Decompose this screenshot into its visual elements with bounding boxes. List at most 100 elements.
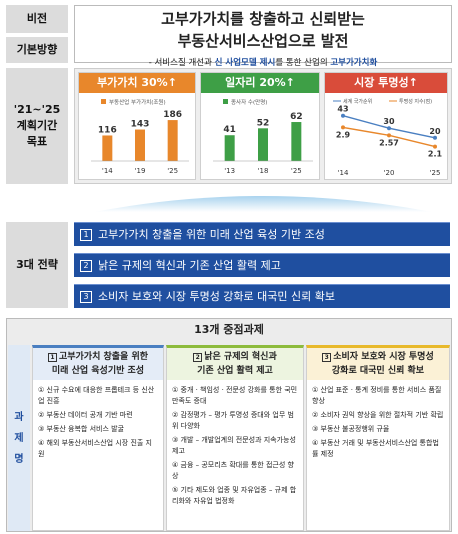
tick-label: '13 (224, 167, 235, 175)
task-column-1-number: 1 (47, 353, 57, 362)
tick-label: '19 (135, 167, 146, 175)
bar (167, 120, 178, 161)
value-added-chart: 부동산업 부가가치(조원) 116 '14 143 '19 186 '25 (91, 98, 189, 175)
tick-label: '14 (338, 169, 349, 177)
vision-label: 비전 (6, 5, 68, 33)
goal-panel-transparency: 시장 투명성↑ 세계 국가순위 투명성 지수(점) 43 30 20 2.9 2.57 2.1… (324, 72, 448, 180)
goal-panel-jobs: 일자리 20%↑ 종사자 수(만명) 41 '13 52 '18 62 '25 (200, 72, 320, 180)
data-label: 20 (429, 127, 441, 136)
vision-line1: 고부가가치를 창출하고 신뢰받는 (161, 10, 365, 28)
task-column-3-number: 3 (322, 353, 332, 362)
strategy-1-text: 고부가가치 창출을 위한 미래 산업 육성 기반 조성 (98, 228, 325, 241)
tick-label: '25 (291, 167, 302, 175)
strategy-label: 3대 전략 (6, 222, 68, 308)
task-item: ④ 해외 부동산서비스산업 시장 진출 지원 (38, 439, 153, 458)
data-label: 186 (163, 110, 182, 120)
data-point (387, 133, 391, 138)
plan-period-line1: '21~'25 (13, 103, 61, 117)
task-item: ⑤ 기타 제도와 업종 및 자유업종 – 규제 합리화와 자유업 법정화 (172, 486, 297, 505)
goal-title-jobs: 일자리 20%↑ (201, 73, 319, 93)
bar (135, 129, 145, 161)
tick-label: '18 (258, 167, 269, 175)
legend-swatch (101, 99, 106, 104)
bar (258, 128, 268, 161)
tick-label: '20 (384, 169, 395, 177)
legend-label: 종사자 수(만명) (231, 98, 267, 106)
strategy-2-number: 2 (80, 260, 92, 272)
goal-title-transparency: 시장 투명성↑ (325, 73, 447, 93)
tasks-label-char-1: 과 (14, 411, 24, 423)
tick-label: '14 (102, 167, 113, 175)
data-label: 43 (337, 105, 348, 114)
data-label: 2.9 (336, 130, 351, 139)
task-item: ③ 부동산 융복합 서비스 발굴 (38, 425, 125, 433)
data-label: 62 (290, 112, 303, 122)
data-label: 30 (383, 117, 395, 126)
data-label: 116 (98, 125, 117, 135)
plan-period-line2: 계획기간 (16, 119, 58, 133)
data-point (341, 125, 345, 130)
task-item: ③ 개발 – 개발업계의 전문성과 지속가능성 제고 (172, 436, 296, 455)
goal-panel-value-added: 부가가치 30%↑ 부동산업 부가가치(조원) 116 '14 143 '19 186 '2… (78, 72, 196, 180)
vision-box: 고부가가치를 창출하고 신뢰받는 부동산서비스산업으로 발전 - 서비스질 개선… (74, 5, 452, 68)
task-column-2-list: ① 중개 · 책임성 · 전문성 강화를 통한 국민 만족도 증대 ② 감정평가… (167, 380, 303, 507)
direction-label: 기본방향 (6, 37, 68, 63)
task-column-3-head1: 소비자 보호와 시장 투명성 (333, 352, 434, 362)
task-column-2-number: 2 (193, 353, 203, 362)
transparency-chart: 세계 국가순위 투명성 지수(점) 43 30 20 2.9 2.57 2.1 '14 '20 '2… (333, 98, 443, 177)
direction-highlight-1: 신 사업모델 제시 (214, 58, 276, 68)
task-column-2: 2 낡은 규제의 혁신과 기존 산업 활력 제고 ① 중개 · 책임성 · 전문성… (166, 345, 304, 531)
task-item: ④ 부동산 거래 및 부동산서비스산업 통합법률 제정 (312, 439, 439, 458)
task-column-3-list: ① 산업 표준 · 통계 정비를 통한 서비스 품질 향상 ② 소비자 권익 향… (307, 380, 449, 460)
task-column-2-head1: 낡은 규제의 혁신과 (204, 352, 277, 362)
bar (102, 135, 113, 161)
tick-label: '25 (167, 167, 178, 175)
plan-period-label: '21~'25 계획기간 목표 (6, 68, 68, 184)
task-column-1-list: ① 신규 수요에 대응한 프롭테크 등 신산업 진흥 ② 부동산 데이터 공개 … (33, 380, 163, 460)
goal-title-value-added: 부가가치 30%↑ (79, 73, 195, 93)
data-point (387, 126, 391, 131)
jobs-chart: 종사자 수(만명) 41 '13 52 '18 62 '25 (213, 98, 313, 175)
tasks-label-char-2: 제 (14, 432, 24, 444)
task-column-2-header: 2 낡은 규제의 혁신과 기존 산업 활력 제고 (167, 348, 303, 380)
direction-mid: 를 통한 산업의 (275, 58, 331, 68)
upward-arrow-shape (94, 196, 432, 212)
strategy-1: 1 고부가가치 창출을 위한 미래 산업 육성 기반 조성 (74, 222, 450, 246)
task-column-3-header: 3 소비자 보호와 시장 투명성 강화로 대국민 신뢰 확보 (307, 348, 449, 380)
bar (291, 122, 302, 161)
data-point (433, 144, 437, 149)
task-item: ② 소비자 권익 향상을 위한 절차적 기반 확립 (312, 411, 444, 419)
task-item: ① 산업 표준 · 통계 정비를 통한 서비스 품질 향상 (312, 386, 442, 405)
direction-highlight-2: 고부가가치화 (330, 58, 378, 68)
data-point (433, 135, 437, 140)
task-item: ③ 부동산 불공정행위 규율 (312, 425, 390, 433)
data-point (341, 113, 345, 118)
legend-label: 투명성 지수(점) (399, 98, 432, 105)
tick-label: '25 (430, 169, 441, 177)
data-label: 2.57 (379, 138, 399, 147)
legend-label: 부동산업 부가가치(조원) (109, 98, 166, 106)
task-item: ④ 금융 – 공모리츠 확대를 통한 접근성 향상 (172, 461, 294, 480)
data-label: 143 (131, 120, 150, 130)
tasks-title: 13개 중점과제 (194, 323, 264, 336)
task-column-1-head1: 고부가가치 창출을 위한 (58, 352, 149, 362)
data-label: 52 (257, 118, 270, 128)
strategy-3: 3 소비자 보호와 시장 투명성 강화로 대국민 신뢰 확보 (74, 284, 450, 308)
data-label: 2.1 (428, 150, 443, 159)
task-item: ② 감정평가 – 평가 투명성 증대와 업무 범위 다양화 (172, 411, 294, 430)
tasks-label-char-3: 명 (14, 453, 24, 465)
strategy-3-text: 소비자 보호와 시장 투명성 강화로 대국민 신뢰 확보 (98, 290, 335, 303)
task-item: ② 부동산 데이터 공개 기반 마련 (38, 411, 133, 419)
task-column-1-head2: 미래 산업 육성기반 조성 (51, 366, 145, 376)
tasks-label: 과 제 명 (8, 345, 30, 531)
direction-text: - 서비스질 개선과 신 사업모델 제시를 통한 산업의 고부가가치화 (75, 56, 451, 68)
data-label: 41 (223, 125, 236, 135)
task-column-1-header: 1 고부가가치 창출을 위한 미래 산업 육성기반 조성 (33, 348, 163, 380)
vision-line2: 부동산서비스산업으로 발전 (177, 32, 349, 50)
task-column-1: 1 고부가가치 창출을 위한 미래 산업 육성기반 조성 ① 신규 수요에 대응한… (32, 345, 164, 531)
task-item: ① 중개 · 책임성 · 전문성 강화를 통한 국민 만족도 증대 (172, 386, 298, 405)
legend-label: 세계 국가순위 (343, 98, 372, 105)
task-column-3: 3 소비자 보호와 시장 투명성 강화로 대국민 신뢰 확보 ① 산업 표준 · … (306, 345, 450, 531)
bar (224, 135, 235, 161)
task-column-3-head2: 강화로 대국민 신뢰 확보 (331, 366, 425, 376)
